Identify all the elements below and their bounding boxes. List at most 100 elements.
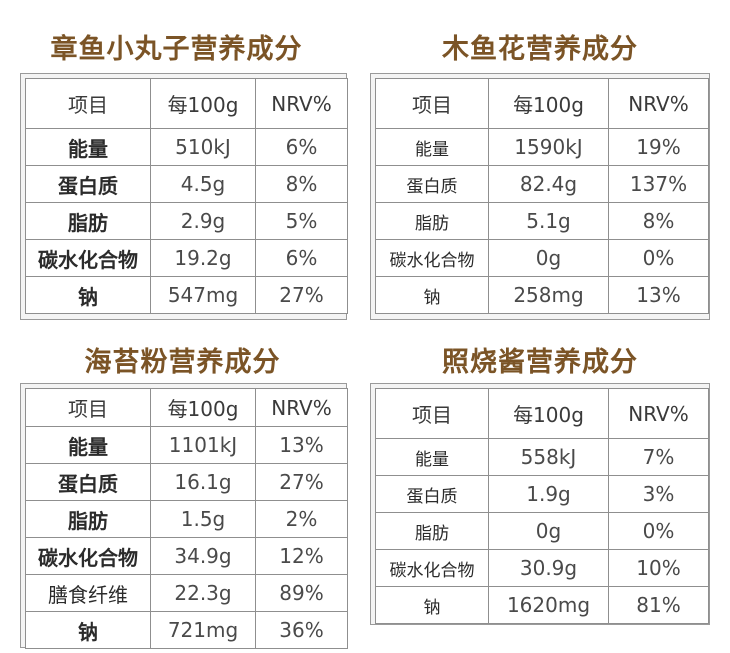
nutrient-value: 1.9g [488,475,609,513]
nutrient-nrv: 12% [255,537,348,575]
table-header-row: 项目 每100g NRV% [25,388,348,427]
table-header-row: 项目 每100g NRV% [375,388,709,439]
nutrient-nrv: 10% [608,549,709,587]
nutrient-value: 4.5g [150,165,256,203]
nutrition-table: 项目 每100g NRV% 能量 558kJ 7% 蛋白质 1.9g 3% 脂肪… [375,388,709,624]
panel-seaweed-powder: 海苔粉营养成分 项目 每100g NRV% 能量 1101kJ 13% 蛋白质 … [0,325,365,653]
header-item: 项目 [375,78,489,129]
nutrient-name: 膳食纤维 [25,574,151,612]
nutrient-value: 1620mg [488,586,609,624]
nutrient-value: 5.1g [488,202,609,240]
table-row: 钠 721mg 36% [25,611,348,649]
table-row: 能量 510kJ 6% [25,128,348,166]
table-row: 碳水化合物 19.2g 6% [25,239,348,277]
nutrient-value: 34.9g [150,537,256,575]
header-per100g: 每100g [488,388,609,439]
table-row: 蛋白质 16.1g 27% [25,463,348,501]
panel-bonito-flakes: 木鱼花营养成分 项目 每100g NRV% 能量 1590kJ 19% 蛋白质 … [365,0,730,325]
table-row: 蛋白质 4.5g 8% [25,165,348,203]
table-row: 蛋白质 1.9g 3% [375,475,709,513]
table-row: 脂肪 1.5g 2% [25,500,348,538]
nutrient-value: 1.5g [150,500,256,538]
nutrient-name: 脂肪 [25,202,151,240]
nutrient-nrv: 89% [255,574,348,612]
header-item: 项目 [25,78,151,129]
nutrition-table: 项目 每100g NRV% 能量 1101kJ 13% 蛋白质 16.1g 27… [25,388,348,649]
table-row: 碳水化合物 0g 0% [375,239,709,277]
nutrient-name: 碳水化合物 [25,537,151,575]
panel-teriyaki-sauce: 照烧酱营养成分 项目 每100g NRV% 能量 558kJ 7% 蛋白质 1.… [365,325,730,653]
nutrient-nrv: 13% [255,426,348,464]
panel-title: 照烧酱营养成分 [442,347,638,378]
nutrient-nrv: 36% [255,611,348,649]
table-row: 蛋白质 82.4g 137% [375,165,709,203]
nutrient-name: 钠 [375,586,489,624]
nutrient-value: 82.4g [488,165,609,203]
table-frame: 项目 每100g NRV% 能量 510kJ 6% 蛋白质 4.5g 8% 脂肪… [20,73,348,320]
header-item: 项目 [375,388,489,439]
table-row: 膳食纤维 22.3g 89% [25,574,348,612]
nutrient-nrv: 8% [255,165,348,203]
nutrient-nrv: 27% [255,276,348,314]
nutrient-value: 0g [488,512,609,550]
nutrient-name: 蛋白质 [375,475,489,513]
nutrient-name: 蛋白质 [375,165,489,203]
nutrient-value: 22.3g [150,574,256,612]
nutrient-name: 碳水化合物 [25,239,151,277]
nutrient-name: 能量 [25,128,151,166]
header-per100g: 每100g [488,78,609,129]
header-per100g: 每100g [150,78,256,129]
header-nrv: NRV% [608,78,709,129]
nutrient-nrv: 6% [255,239,348,277]
nutrient-nrv: 13% [608,276,709,314]
nutrient-nrv: 8% [608,202,709,240]
table-row: 能量 1101kJ 13% [25,426,348,464]
nutrient-value: 16.1g [150,463,256,501]
nutrient-value: 547mg [150,276,256,314]
table-row: 钠 1620mg 81% [375,586,709,624]
table-row: 能量 558kJ 7% [375,438,709,476]
panel-takoyaki: 章鱼小丸子营养成分 项目 每100g NRV% 能量 510kJ 6% 蛋白质 … [0,0,365,325]
table-header-row: 项目 每100g NRV% [25,78,348,129]
table-header-row: 项目 每100g NRV% [375,78,709,129]
nutrient-name: 钠 [25,611,151,649]
nutrient-name: 蛋白质 [25,165,151,203]
table-row: 钠 547mg 27% [25,276,348,314]
nutrition-table: 项目 每100g NRV% 能量 510kJ 6% 蛋白质 4.5g 8% 脂肪… [25,78,348,314]
nutrient-nrv: 0% [608,512,709,550]
nutrient-nrv: 27% [255,463,348,501]
nutrient-nrv: 5% [255,202,348,240]
nutrient-name: 碳水化合物 [375,549,489,587]
nutrient-value: 2.9g [150,202,256,240]
nutrient-value: 1590kJ [488,128,609,166]
nutrient-nrv: 19% [608,128,709,166]
nutrient-value: 558kJ [488,438,609,476]
panel-title: 章鱼小丸子营养成分 [50,34,303,65]
nutrient-nrv: 137% [608,165,709,203]
nutrient-nrv: 2% [255,500,348,538]
panel-title: 海苔粉营养成分 [84,347,281,378]
table-frame: 项目 每100g NRV% 能量 1590kJ 19% 蛋白质 82.4g 13… [370,73,710,320]
table-frame: 项目 每100g NRV% 能量 558kJ 7% 蛋白质 1.9g 3% 脂肪… [370,383,710,625]
nutrient-name: 钠 [25,276,151,314]
table-row: 脂肪 5.1g 8% [375,202,709,240]
nutrient-nrv: 6% [255,128,348,166]
nutrient-value: 30.9g [488,549,609,587]
nutrient-name: 脂肪 [375,202,489,240]
panel-title: 木鱼花营养成分 [442,34,638,65]
header-nrv: NRV% [255,388,348,427]
nutrient-nrv: 81% [608,586,709,624]
nutrient-name: 能量 [25,426,151,464]
table-row: 钠 258mg 13% [375,276,709,314]
nutrient-value: 19.2g [150,239,256,277]
nutrient-name: 碳水化合物 [375,239,489,277]
header-nrv: NRV% [255,78,348,129]
table-row: 脂肪 0g 0% [375,512,709,550]
nutrient-value: 721mg [150,611,256,649]
nutrient-name: 脂肪 [25,500,151,538]
nutrient-value: 1101kJ [150,426,256,464]
nutrient-name: 能量 [375,128,489,166]
nutrition-table: 项目 每100g NRV% 能量 1590kJ 19% 蛋白质 82.4g 13… [375,78,709,314]
nutrient-value: 510kJ [150,128,256,166]
nutrient-name: 脂肪 [375,512,489,550]
